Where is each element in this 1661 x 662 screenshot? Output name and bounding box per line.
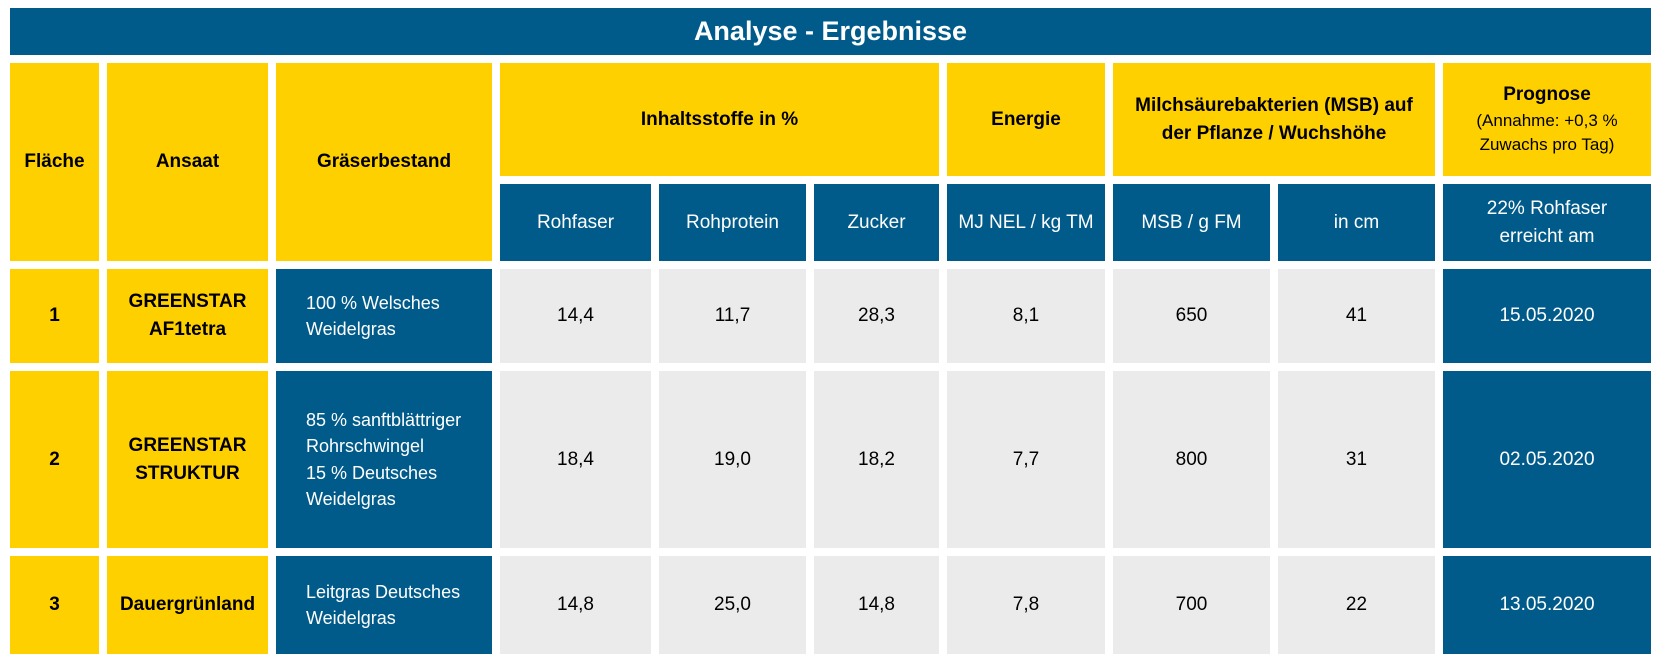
- row3-flaeche: 3: [10, 556, 99, 654]
- row2-msb: 800: [1113, 371, 1270, 548]
- row2-graeserbestand: 85 % sanftblättriger Rohrschwingel 15 % …: [276, 371, 492, 548]
- row1-ansaat: GREENSTAR AF1tetra: [107, 269, 268, 363]
- subheader-prognose: 22% Rohfaser erreicht am: [1443, 184, 1651, 261]
- header-inhaltsstoffe: Inhaltsstoffe in %: [500, 63, 939, 176]
- row1-energie: 8,1: [947, 269, 1105, 363]
- row2-ansaat: GREENSTAR STRUKTUR: [107, 371, 268, 548]
- header-ansaat: Ansaat: [107, 63, 268, 261]
- header-prognose-note: (Annahme: +0,3 % Zuwachs pro Tag): [1476, 110, 1618, 155]
- row1-flaeche: 1: [10, 269, 99, 363]
- row1-rohfaser: 14,4: [500, 269, 651, 363]
- row1-zucker: 28,3: [814, 269, 939, 363]
- row1-graeserbestand: 100 % Welsches Weidelgras: [276, 269, 492, 363]
- subheader-rohfaser: Rohfaser: [500, 184, 651, 261]
- row2-rohfaser: 18,4: [500, 371, 651, 548]
- row3-graeserbestand: Leitgras Deutsches Weidelgras: [276, 556, 492, 654]
- subheader-wuchshoehe-unit: in cm: [1278, 184, 1435, 261]
- row3-msb: 700: [1113, 556, 1270, 654]
- row3-zucker: 14,8: [814, 556, 939, 654]
- row3-ansaat: Dauergrünland: [107, 556, 268, 654]
- row3-rohprotein: 25,0: [659, 556, 806, 654]
- header-energie: Energie: [947, 63, 1105, 176]
- row2-zucker: 18,2: [814, 371, 939, 548]
- subheader-energie-unit: MJ NEL / kg TM: [947, 184, 1105, 261]
- row2-wuchshoehe: 31: [1278, 371, 1435, 548]
- subheader-msb-unit: MSB / g FM: [1113, 184, 1270, 261]
- row1-datum: 15.05.2020: [1443, 269, 1651, 363]
- row2-energie: 7,7: [947, 371, 1105, 548]
- row1-rohprotein: 11,7: [659, 269, 806, 363]
- row2-flaeche: 2: [10, 371, 99, 548]
- row2-rohprotein: 19,0: [659, 371, 806, 548]
- header-msb: Milchsäurebakterien (MSB) auf der Pflanz…: [1113, 63, 1435, 176]
- row3-energie: 7,8: [947, 556, 1105, 654]
- subheader-zucker: Zucker: [814, 184, 939, 261]
- row2-datum: 02.05.2020: [1443, 371, 1651, 548]
- table-title: Analyse - Ergebnisse: [10, 8, 1651, 55]
- row1-msb: 650: [1113, 269, 1270, 363]
- header-prognose-title: Prognose: [1503, 84, 1591, 106]
- header-prognose: Prognose (Annahme: +0,3 % Zuwachs pro Ta…: [1443, 63, 1651, 176]
- row3-wuchshoehe: 22: [1278, 556, 1435, 654]
- row3-datum: 13.05.2020: [1443, 556, 1651, 654]
- header-flaeche: Fläche: [10, 63, 99, 261]
- header-graeserbestand: Gräserbestand: [276, 63, 492, 261]
- subheader-rohprotein: Rohprotein: [659, 184, 806, 261]
- row1-wuchshoehe: 41: [1278, 269, 1435, 363]
- row3-rohfaser: 14,8: [500, 556, 651, 654]
